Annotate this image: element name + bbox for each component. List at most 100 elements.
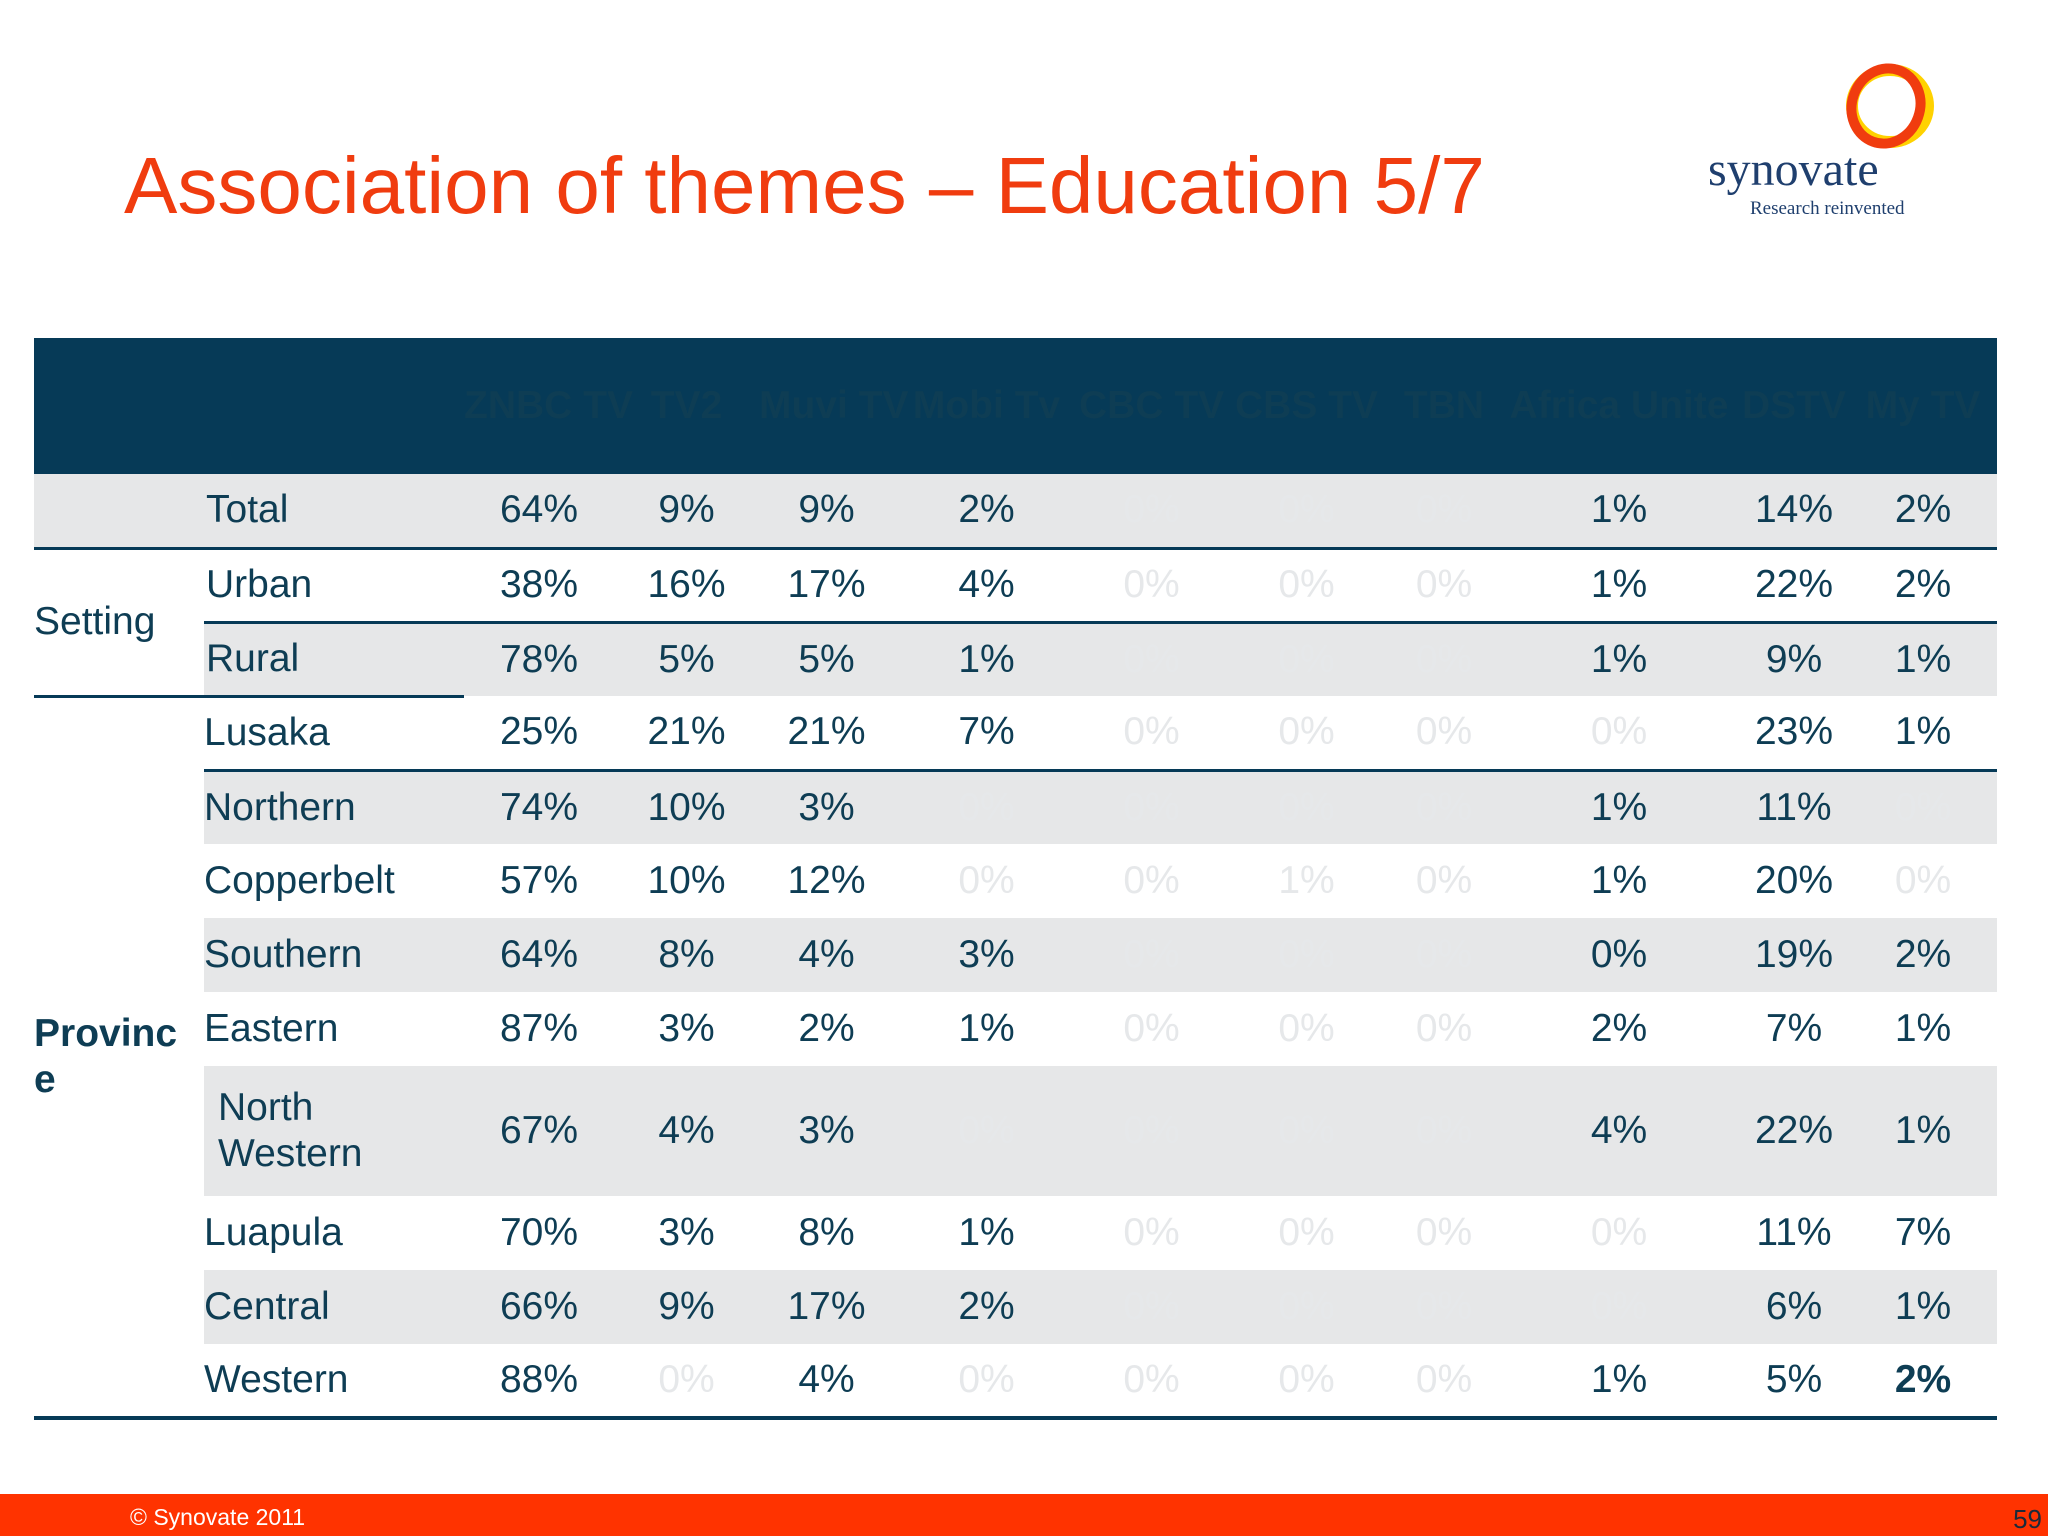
value-cell: 0% — [1499, 696, 1739, 772]
value-cell: 1% — [1849, 622, 1997, 696]
value-cell: 3% — [658, 1007, 715, 1050]
value-cell: 0% — [1224, 918, 1389, 992]
value-cell: 25% — [464, 696, 614, 772]
value-cell: 0% — [894, 1066, 1079, 1196]
value-cell: 10% — [614, 770, 759, 844]
value-cell: 4% — [1499, 1066, 1739, 1196]
value-cell: 1% — [1499, 770, 1739, 844]
value-cell: 0% — [1415, 1007, 1473, 1050]
value-cell: 66% — [464, 1270, 614, 1344]
value-cell: 1% — [894, 622, 1079, 696]
value-cell: 2% — [1590, 1007, 1648, 1050]
value-cell: 9% — [614, 474, 759, 550]
value-cell: 1% — [1499, 474, 1739, 550]
column-header: Mobi Tv — [912, 384, 1061, 427]
row-label: Urban — [204, 548, 464, 624]
value-cell: 1% — [958, 1007, 1015, 1050]
value-cell: 0% — [1389, 1270, 1499, 1344]
row-label: Western — [204, 1344, 464, 1420]
value-cell: 23% — [1739, 696, 1849, 772]
value-cell: 1% — [1849, 1270, 1997, 1344]
column-header: CBC TV — [1079, 384, 1225, 427]
value-cell: 74% — [464, 770, 614, 844]
value-cell: 22% — [1739, 1066, 1849, 1196]
value-cell: 6% — [1739, 1270, 1849, 1344]
value-cell: 0% — [1389, 918, 1499, 992]
value-cell: 0% — [614, 1344, 759, 1420]
value-cell: 21% — [759, 696, 894, 772]
value-cell: 0% — [1499, 918, 1739, 992]
value-cell: 7% — [1765, 1007, 1823, 1050]
value-cell: 0% — [1079, 696, 1224, 772]
value-cell: 2% — [1849, 548, 1997, 624]
value-cell: 0% — [1590, 1211, 1648, 1254]
column-header: Africa Unite — [1509, 384, 1729, 427]
value-cell: 8% — [614, 918, 759, 992]
value-cell: 0% — [1224, 1344, 1389, 1420]
table-row: North Western 67% 4% 3% 0% 0% 0% 0% 4% 22% 1% — [34, 1066, 1997, 1196]
column-header: ZNBC TV — [464, 384, 633, 427]
value-cell: 0% — [1389, 696, 1499, 772]
row-label: Luapula — [204, 1211, 343, 1254]
table-row: Luapula 70% 3% 8% 1% 0% 0% 0% 0% 11% 7% — [34, 1196, 1997, 1270]
value-cell: 4% — [894, 548, 1079, 624]
value-cell: 2% — [1849, 1344, 1997, 1420]
value-cell: 3% — [759, 1066, 894, 1196]
value-cell: 9% — [759, 474, 894, 550]
value-cell: 10% — [647, 859, 726, 902]
value-cell: 0% — [1224, 770, 1389, 844]
value-cell: 3% — [759, 770, 894, 844]
value-cell: 16% — [614, 548, 759, 624]
value-cell: 14% — [1739, 474, 1849, 550]
value-cell: 1% — [1849, 1066, 1997, 1196]
table-row: Southern 64% 8% 4% 3% 0% 0% 0% 0% 19% 2% — [34, 918, 1997, 992]
value-cell: 2% — [1849, 918, 1997, 992]
value-cell: 64% — [464, 918, 614, 992]
value-cell: 0% — [1389, 770, 1499, 844]
value-cell: 0% — [1389, 622, 1499, 696]
table-row: Rural 78% 5% 5% 1% 0% 0% 0% 1% 9% 1% — [34, 622, 1997, 698]
value-cell: 22% — [1739, 548, 1849, 624]
value-cell: 1% — [1499, 622, 1739, 696]
row-label: Southern — [204, 918, 464, 992]
value-cell: 3% — [894, 918, 1079, 992]
value-cell: 0% — [1499, 1270, 1739, 1344]
value-cell: 17% — [759, 1270, 894, 1344]
group-label-setting: Setting — [34, 548, 204, 698]
value-cell: 20% — [1754, 859, 1834, 902]
table-row: Copperbelt 57% 10% 12% 0% 0% 1% 0% 1% 20% 0% — [34, 844, 1997, 918]
value-cell: 1% — [1278, 859, 1335, 902]
value-cell: 9% — [1739, 622, 1849, 696]
column-header: Muvi TV — [759, 384, 909, 427]
value-cell: 0% — [1389, 548, 1499, 624]
value-cell: 0% — [1894, 859, 1952, 902]
value-cell: 38% — [464, 548, 614, 624]
value-cell: 87% — [499, 1007, 579, 1050]
column-header: My TV — [1865, 384, 1981, 427]
slide-title: Association of themes – Education 5/7 — [124, 141, 1485, 230]
value-cell: 0% — [894, 770, 1079, 844]
value-cell: 0% — [1389, 1344, 1499, 1420]
value-cell: 0% — [1079, 622, 1224, 696]
value-cell: 7% — [1894, 1211, 1952, 1254]
value-cell: 4% — [614, 1066, 759, 1196]
value-cell: 1% — [958, 1211, 1015, 1254]
value-cell: 8% — [798, 1211, 855, 1254]
value-cell: 3% — [658, 1211, 715, 1254]
footer-bar: © Synovate 2011 59 — [0, 1494, 2048, 1536]
value-cell: 1% — [1849, 696, 1997, 772]
value-cell: 0% — [1224, 474, 1389, 550]
value-cell: 78% — [464, 622, 614, 696]
column-header: CBS TV — [1234, 384, 1378, 427]
value-cell: 70% — [499, 1211, 579, 1254]
table-row: Central 66% 9% 17% 2% 0% 0% 0% 0% 6% 1% — [34, 1270, 1997, 1344]
value-cell: 4% — [759, 1344, 894, 1420]
value-cell: 21% — [614, 696, 759, 772]
table-row: Western 88% 0% 4% 0% 0% 0% 0% 1% 5% 2% — [34, 1344, 1997, 1420]
value-cell: 64% — [464, 474, 614, 550]
value-cell: 0% — [1849, 770, 1997, 844]
value-cell: 0% — [1224, 1066, 1389, 1196]
row-label: Central — [204, 1270, 464, 1344]
row-label: Total — [204, 474, 464, 550]
value-cell: 0% — [1224, 1270, 1389, 1344]
